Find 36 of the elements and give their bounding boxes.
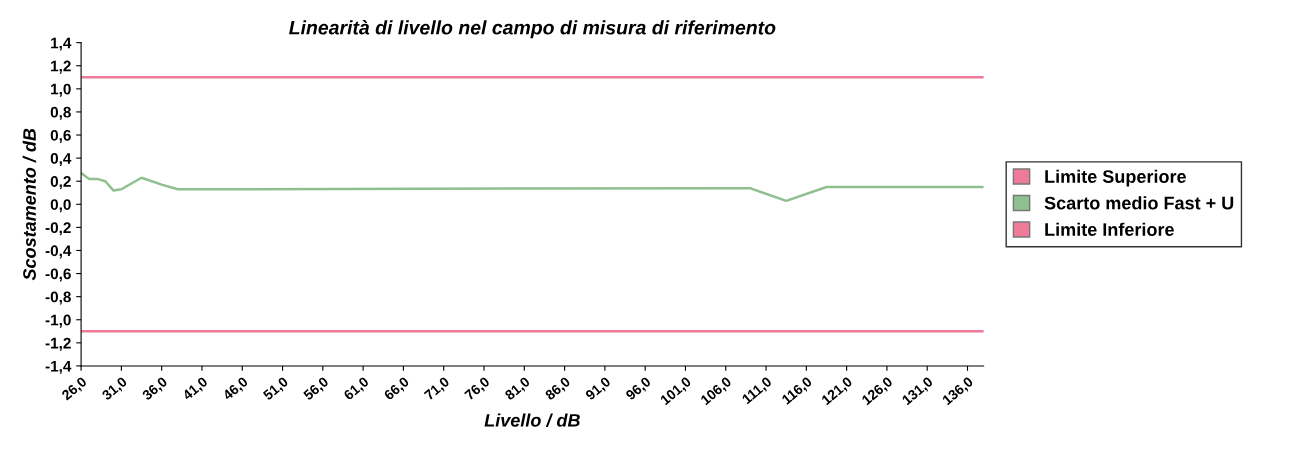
y-tick-label: 0,6 [50,129,71,143]
x-tick-label: 31,0 [101,376,129,403]
legend-label: Scarto medio Fast + U [1044,196,1234,210]
x-tick-label: 91,0 [584,376,613,403]
y-tick-label: 0,2 [50,176,71,190]
x-tick-label: 56,0 [302,376,331,403]
x-tick-label: 46,0 [221,376,250,403]
y-tick-label: -1,2 [45,337,71,351]
y-tick-label: -0,6 [45,268,71,282]
y-tick-label: -0,4 [45,245,72,259]
y-tick-label: -1,0 [45,314,71,328]
y-tick-label: -1,4 [45,360,72,374]
x-tick-label: 81,0 [504,376,532,403]
y-tick-label: 0,4 [50,152,72,167]
line-series [81,171,984,203]
x-tick-label: 96,0 [625,376,653,403]
y-tick-label: 1,4 [51,37,72,51]
x-tick-label: 61,0 [343,376,371,403]
x-tick-label: 66,0 [383,376,411,403]
x-tick-label: 76,0 [463,376,492,403]
y-tick-label: 1,0 [51,83,71,97]
x-tick-label: 41,0 [181,376,210,403]
x-tick-label: 71,0 [423,376,452,403]
y-axis-title: Scostamento / dB [22,128,37,281]
x-tick-label: 51,0 [262,376,290,403]
y-tick-label: 1,2 [51,60,71,74]
x-tick-label: 86,0 [544,376,573,403]
x-tick-label: 36,0 [141,376,170,403]
legend-label: Limite Superiore [1045,169,1186,187]
chart-title: Linearità di livello nel campo di misura di riferimento [289,20,776,39]
y-tick-label: -0,2 [45,222,71,236]
y-tick-label: 0,8 [50,106,71,120]
y-tick-label: -0,8 [45,291,71,305]
x-axis-title: Livello / dB [484,413,580,427]
legend-label: Limite Inferiore [1045,222,1174,236]
y-tick-label: 0,0 [50,199,71,213]
